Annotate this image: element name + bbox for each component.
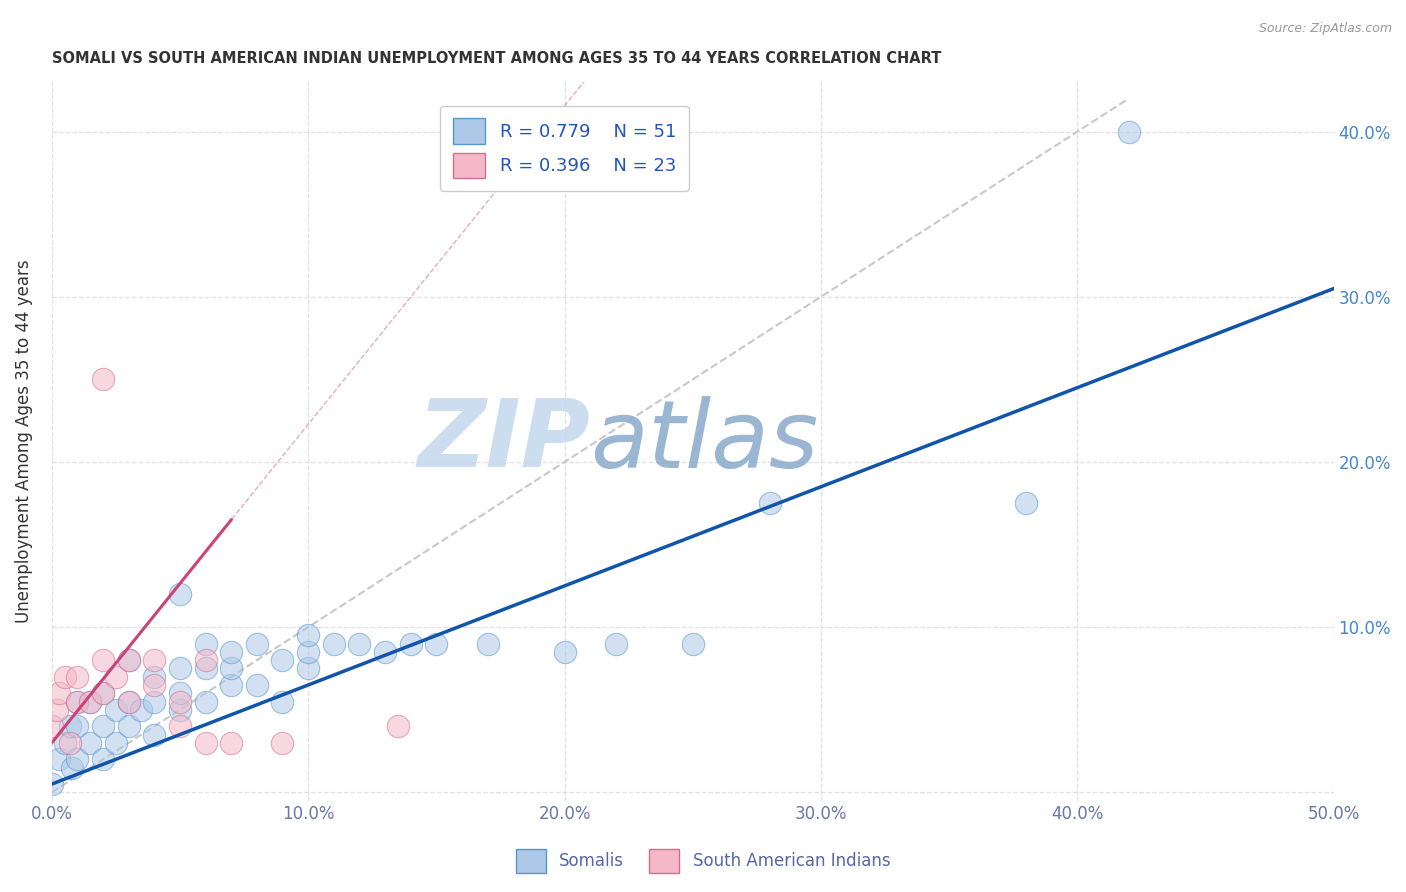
Point [219, 678, 242, 692]
Point [59, 719, 82, 733]
Point [66, 719, 89, 733]
Point [169, 661, 191, 675]
Point [271, 694, 294, 708]
Point [219, 736, 242, 750]
Point [60, 761, 83, 775]
Point [53, 736, 76, 750]
Point [66, 752, 89, 766]
Point [104, 703, 127, 717]
Point [194, 653, 217, 667]
Point [297, 661, 319, 675]
Point [605, 637, 627, 651]
Point [59, 736, 82, 750]
Point [169, 686, 191, 700]
Point [91, 752, 114, 766]
Point [271, 653, 294, 667]
Point [219, 645, 242, 659]
Point [682, 637, 704, 651]
Point [169, 703, 191, 717]
Point [143, 694, 166, 708]
Point [194, 694, 217, 708]
Point [1118, 125, 1140, 139]
Point [246, 678, 269, 692]
Point [349, 637, 371, 651]
Text: ZIP: ZIP [418, 395, 591, 487]
Point [143, 727, 166, 741]
Point [1015, 496, 1038, 510]
Point [41, 777, 63, 791]
Point [118, 719, 141, 733]
Point [131, 703, 153, 717]
Point [169, 587, 191, 601]
Point [387, 719, 409, 733]
Point [79, 736, 101, 750]
Point [91, 686, 114, 700]
Point [79, 694, 101, 708]
Point [91, 719, 114, 733]
Point [104, 736, 127, 750]
Point [322, 637, 344, 651]
Point [41, 719, 63, 733]
Point [425, 637, 447, 651]
Point [91, 686, 114, 700]
Point [477, 637, 499, 651]
Point [66, 694, 89, 708]
Point [297, 628, 319, 642]
Point [118, 653, 141, 667]
Point [91, 372, 114, 386]
Point [66, 694, 89, 708]
Point [297, 645, 319, 659]
Point [91, 653, 114, 667]
Text: SOMALI VS SOUTH AMERICAN INDIAN UNEMPLOYMENT AMONG AGES 35 TO 44 YEARS CORRELATI: SOMALI VS SOUTH AMERICAN INDIAN UNEMPLOY… [52, 51, 941, 66]
Point [45, 703, 67, 717]
Point [246, 637, 269, 651]
Text: Source: ZipAtlas.com: Source: ZipAtlas.com [1258, 22, 1392, 36]
Point [118, 694, 141, 708]
Legend: Somalis, South American Indians: Somalis, South American Indians [509, 842, 897, 880]
Point [219, 661, 242, 675]
Point [399, 637, 422, 651]
Point [194, 736, 217, 750]
Point [143, 670, 166, 684]
Point [194, 637, 217, 651]
Text: atlas: atlas [591, 396, 818, 487]
Point [271, 736, 294, 750]
Point [169, 719, 191, 733]
Point [169, 694, 191, 708]
Point [66, 670, 89, 684]
Point [143, 653, 166, 667]
Point [104, 670, 127, 684]
Point [79, 694, 101, 708]
Point [53, 670, 76, 684]
Point [553, 645, 575, 659]
Point [374, 645, 396, 659]
Point [143, 678, 166, 692]
Point [758, 496, 780, 510]
Y-axis label: Unemployment Among Ages 35 to 44 years: Unemployment Among Ages 35 to 44 years [15, 260, 32, 624]
Point [48, 686, 70, 700]
Point [118, 653, 141, 667]
Point [118, 694, 141, 708]
Point [194, 661, 217, 675]
Point [48, 752, 70, 766]
Legend: R = 0.779    N = 51, R = 0.396    N = 23: R = 0.779 N = 51, R = 0.396 N = 23 [440, 105, 689, 191]
